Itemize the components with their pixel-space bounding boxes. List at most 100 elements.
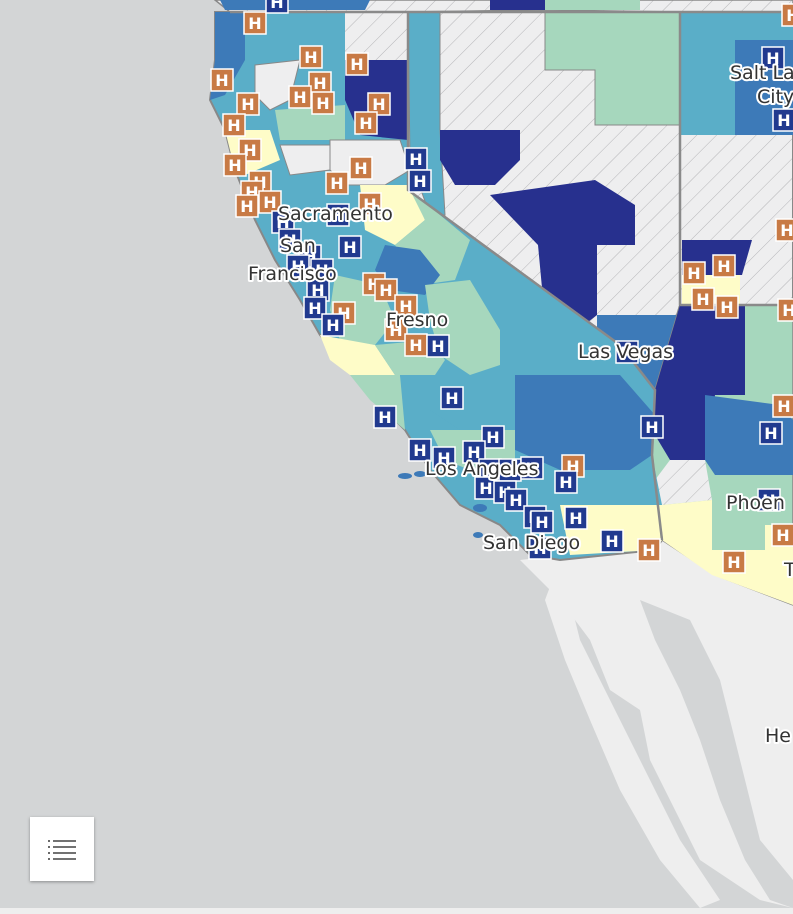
svg-text:H: H — [467, 443, 480, 462]
hospital-marker[interactable]: H — [715, 295, 739, 319]
hospital-marker[interactable]: H — [243, 11, 267, 35]
svg-text:H: H — [525, 459, 538, 478]
hospital-marker[interactable]: H — [637, 538, 661, 562]
svg-text:H: H — [533, 539, 546, 558]
hospital-marker[interactable]: H — [258, 190, 282, 214]
svg-text:H: H — [413, 172, 426, 191]
hospital-marker[interactable]: H — [722, 550, 746, 574]
hospital-marker[interactable]: H — [777, 298, 793, 322]
svg-text:H: H — [445, 389, 458, 408]
hospital-marker[interactable]: H — [373, 405, 397, 429]
hospital-marker[interactable]: H — [271, 210, 295, 234]
hospital-marker[interactable]: H — [771, 523, 793, 547]
city-label-hermosillo: He — [765, 725, 791, 747]
hospital-marker[interactable]: H — [481, 425, 505, 449]
svg-text:H: H — [605, 532, 618, 551]
hospital-marker[interactable]: H — [367, 92, 391, 116]
hospital-marker[interactable]: H — [462, 440, 486, 464]
hospital-marker[interactable]: H — [426, 334, 450, 358]
svg-text:H: H — [354, 159, 367, 178]
hospital-marker[interactable]: H — [394, 294, 418, 318]
hospital-marker[interactable]: H — [757, 488, 781, 512]
hospital-marker[interactable]: H — [299, 45, 323, 69]
svg-text:H: H — [431, 337, 444, 356]
svg-text:H: H — [762, 491, 775, 510]
hospital-marker[interactable]: H — [691, 287, 715, 311]
hospital-marker[interactable]: H — [310, 258, 334, 282]
city-label-las-vegas: Las Vegas — [578, 341, 673, 363]
hospital-marker[interactable]: H — [615, 340, 639, 364]
hospital-marker[interactable]: H — [408, 438, 432, 462]
hospital-marker[interactable]: H — [374, 278, 398, 302]
svg-text:H: H — [509, 491, 522, 510]
hospital-marker[interactable]: H — [772, 108, 793, 132]
svg-text:H: H — [399, 297, 412, 316]
hospital-marker[interactable]: H — [223, 153, 247, 177]
svg-text:H: H — [645, 418, 658, 437]
svg-text:H: H — [316, 94, 329, 113]
hospital-marker[interactable]: H — [349, 156, 373, 180]
city-label-san-francisco-2: Francisco — [248, 263, 337, 285]
hospital-marker[interactable]: H — [504, 488, 528, 512]
hospital-marker[interactable]: H — [286, 254, 310, 278]
hospital-marker[interactable]: H — [278, 228, 302, 252]
hospital-marker[interactable]: H — [761, 46, 785, 70]
hospital-marker[interactable]: H — [222, 113, 246, 137]
hospital-marker[interactable]: H — [404, 333, 428, 357]
hospital-marker[interactable]: H — [236, 92, 260, 116]
hospital-marker[interactable]: H — [265, 0, 289, 14]
svg-text:H: H — [782, 301, 793, 320]
hospital-marker[interactable]: H — [358, 192, 382, 216]
svg-text:H: H — [786, 6, 793, 25]
hospital-marker[interactable]: H — [408, 169, 432, 193]
svg-text:H: H — [687, 264, 700, 283]
city-label-los-angeles: Los Angeles — [425, 458, 538, 480]
hospital-marker[interactable]: H — [600, 529, 624, 553]
hospital-marker[interactable]: H — [775, 218, 793, 242]
svg-text:H: H — [293, 88, 306, 107]
hospital-marker[interactable]: H — [759, 421, 783, 445]
svg-text:H: H — [413, 441, 426, 460]
hospital-marker[interactable]: H — [640, 415, 664, 439]
hospital-marker[interactable]: H — [308, 71, 332, 95]
hospital-marker[interactable]: H — [325, 171, 349, 195]
hospital-marker[interactable]: H — [303, 296, 327, 320]
hospital-marker[interactable]: H — [712, 254, 736, 278]
hospital-marker[interactable]: H — [311, 91, 335, 115]
hospital-marker[interactable]: H — [772, 394, 793, 418]
svg-text:H: H — [642, 541, 655, 560]
hospital-marker[interactable]: H — [554, 470, 578, 494]
hospital-marker[interactable]: H — [235, 194, 259, 218]
legend-button[interactable] — [30, 817, 94, 881]
svg-text:H: H — [291, 257, 304, 276]
map-bottom-edge — [0, 908, 793, 914]
hospital-marker[interactable]: H — [530, 510, 554, 534]
hospital-marker[interactable]: H — [210, 68, 234, 92]
hospital-marker[interactable]: H — [781, 3, 793, 27]
hospital-marker[interactable]: H — [345, 52, 369, 76]
hospital-marker[interactable]: H — [682, 261, 706, 285]
hospital-marker[interactable]: H — [440, 386, 464, 410]
hospital-marker[interactable]: H — [326, 203, 350, 227]
svg-text:H: H — [326, 316, 339, 335]
svg-text:H: H — [330, 174, 343, 193]
hospital-marker[interactable]: H — [528, 536, 552, 560]
hospital-marker[interactable]: H — [404, 147, 428, 171]
svg-text:H: H — [409, 150, 422, 169]
hospital-marker[interactable]: H — [520, 456, 544, 480]
hospital-marker[interactable]: H — [321, 313, 345, 337]
hospital-marker[interactable]: H — [338, 235, 362, 259]
svg-text:H: H — [777, 397, 790, 416]
hospital-marker[interactable]: H — [432, 446, 456, 470]
svg-text:H: H — [276, 213, 289, 232]
hospital-marker[interactable]: H — [384, 318, 408, 342]
svg-text:H: H — [308, 299, 321, 318]
hospital-marker[interactable]: H — [288, 85, 312, 109]
hospital-marker[interactable]: H — [564, 506, 588, 530]
hospital-marker[interactable]: H — [354, 111, 378, 135]
svg-text:H: H — [727, 553, 740, 572]
choropleth-layer — [208, 0, 793, 606]
channel-islands — [398, 471, 487, 538]
